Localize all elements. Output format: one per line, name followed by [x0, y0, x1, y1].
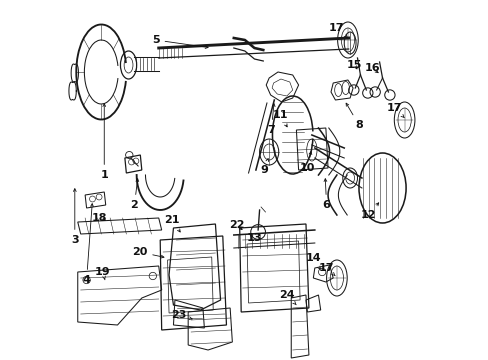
Text: 20: 20 — [132, 247, 163, 258]
Text: 7: 7 — [267, 104, 275, 135]
Text: 8: 8 — [346, 103, 362, 130]
Text: 17: 17 — [386, 103, 404, 118]
Text: 5: 5 — [152, 35, 207, 49]
Text: 23: 23 — [171, 310, 192, 320]
Text: 19: 19 — [95, 267, 110, 280]
Text: 17: 17 — [328, 23, 347, 38]
Text: 18: 18 — [92, 213, 107, 223]
Text: 10: 10 — [299, 152, 314, 173]
Text: 3: 3 — [71, 189, 79, 245]
Text: 12: 12 — [360, 203, 378, 220]
Text: 14: 14 — [305, 253, 321, 269]
Text: 16: 16 — [364, 63, 379, 73]
Text: 24: 24 — [279, 290, 296, 305]
Text: 17: 17 — [318, 263, 334, 276]
Text: 15: 15 — [346, 60, 362, 70]
Text: 1: 1 — [100, 104, 108, 180]
Text: 4: 4 — [82, 204, 93, 285]
Text: 22: 22 — [228, 220, 244, 230]
Text: 9: 9 — [260, 158, 268, 175]
Text: 6: 6 — [322, 179, 330, 210]
Text: 21: 21 — [164, 215, 180, 232]
Text: 13: 13 — [246, 233, 262, 243]
Text: 11: 11 — [272, 110, 287, 127]
Text: 2: 2 — [130, 179, 139, 210]
